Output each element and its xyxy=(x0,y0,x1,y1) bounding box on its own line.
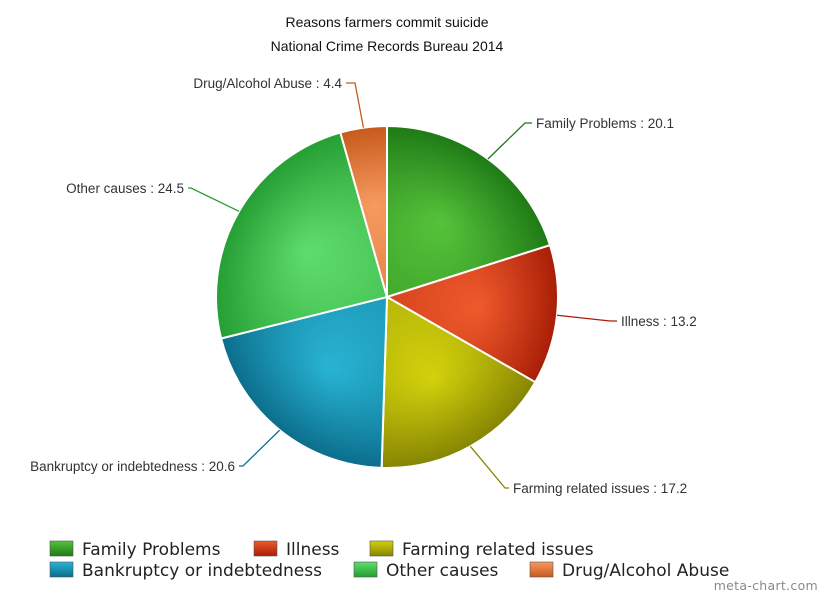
legend-label-farming-related-issues: Farming related issues xyxy=(402,540,594,560)
slice-bankruptcy-or-indebtedness xyxy=(220,296,388,469)
legend-label-bankruptcy-or-indebtedness: Bankruptcy or indebtedness xyxy=(82,561,322,581)
legend-item-bankruptcy-or-indebtedness: Bankruptcy or indebtedness xyxy=(49,561,322,581)
watermark: meta-chart.com xyxy=(714,578,818,593)
slice-label-farming-related-issues: Farming related issues : 17.2 xyxy=(513,481,687,496)
legend: Family Problems Illness Farming related is… xyxy=(49,540,729,581)
legend-item-family-problems: Family Problems xyxy=(49,540,221,560)
slice-label-drug-alcohol-abuse: Drug/Alcohol Abuse : 4.4 xyxy=(193,76,342,91)
leader-line-other-causes xyxy=(188,187,240,212)
legend-swatch-bankruptcy-or-indebtedness xyxy=(49,561,74,578)
slice-label-bankruptcy-or-indebtedness: Bankruptcy or indebtedness : 20.6 xyxy=(30,459,235,474)
slice-labels: Family Problems : 20.1 Illness : 13.2 Farm… xyxy=(30,76,697,496)
legend-label-family-problems: Family Problems xyxy=(82,540,221,560)
legend-label-drug-alcohol-abuse: Drug/Alcohol Abuse xyxy=(562,561,729,581)
leader-line-family-problems xyxy=(487,122,532,160)
slice-family-problems xyxy=(386,125,551,298)
slice-label-illness: Illness : 13.2 xyxy=(621,314,697,329)
slice-label-family-problems: Family Problems : 20.1 xyxy=(536,116,674,131)
legend-item-farming-related-issues: Farming related issues xyxy=(369,540,594,560)
chart-subtitle: National Crime Records Bureau 2014 xyxy=(271,38,504,54)
leader-line-farming-related-issues xyxy=(469,445,509,489)
slice-drug-alcohol-abuse xyxy=(339,125,388,298)
legend-swatch-illness xyxy=(253,540,278,557)
chart-title: Reasons farmers commit suicide xyxy=(285,14,488,30)
slice-farming-related-issues xyxy=(380,296,537,469)
legend-item-other-causes: Other causes xyxy=(353,561,499,581)
slice-leader-lines xyxy=(188,82,617,489)
legend-swatch-drug-alcohol-abuse xyxy=(529,561,554,578)
leader-line-bankruptcy-or-indebtedness xyxy=(239,429,281,467)
legend-swatch-family-problems xyxy=(49,540,74,557)
legend-swatch-farming-related-issues xyxy=(369,540,394,557)
slice-label-other-causes: Other causes : 24.5 xyxy=(66,181,184,196)
slice-other-causes xyxy=(215,131,388,340)
legend-item-drug-alcohol-abuse: Drug/Alcohol Abuse xyxy=(529,561,729,581)
leader-line-illness xyxy=(556,314,617,322)
legend-label-illness: Illness xyxy=(286,540,340,560)
leader-line-drug-alcohol-abuse xyxy=(346,82,365,128)
slice-illness xyxy=(386,244,559,384)
legend-swatch-other-causes xyxy=(353,561,378,578)
legend-label-other-causes: Other causes xyxy=(386,561,499,581)
legend-item-illness: Illness xyxy=(253,540,340,560)
pie-slices xyxy=(215,125,559,469)
